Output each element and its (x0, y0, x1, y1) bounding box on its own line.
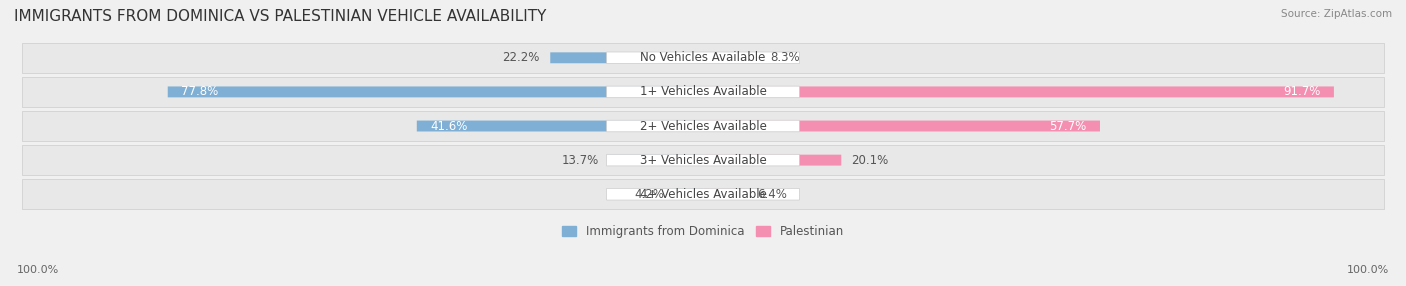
FancyBboxPatch shape (703, 189, 747, 200)
FancyBboxPatch shape (606, 86, 800, 98)
Text: 91.7%: 91.7% (1282, 86, 1320, 98)
FancyBboxPatch shape (606, 120, 800, 132)
Text: 41.6%: 41.6% (430, 120, 468, 132)
Bar (22, 77, 1384, 107)
Text: 13.7%: 13.7% (561, 154, 599, 167)
FancyBboxPatch shape (703, 121, 1099, 132)
Text: 100.0%: 100.0% (17, 265, 59, 275)
Text: 20.1%: 20.1% (852, 154, 889, 167)
Bar (22, 179, 1384, 209)
Text: Source: ZipAtlas.com: Source: ZipAtlas.com (1281, 9, 1392, 19)
Text: 6.4%: 6.4% (758, 188, 787, 201)
FancyBboxPatch shape (703, 86, 1334, 97)
Text: No Vehicles Available: No Vehicles Available (640, 51, 766, 64)
FancyBboxPatch shape (703, 52, 761, 63)
FancyBboxPatch shape (606, 154, 800, 166)
FancyBboxPatch shape (167, 86, 703, 97)
FancyBboxPatch shape (416, 121, 703, 132)
Text: 57.7%: 57.7% (1049, 120, 1087, 132)
Text: IMMIGRANTS FROM DOMINICA VS PALESTINIAN VEHICLE AVAILABILITY: IMMIGRANTS FROM DOMINICA VS PALESTINIAN … (14, 9, 547, 23)
FancyBboxPatch shape (606, 188, 800, 200)
FancyBboxPatch shape (703, 155, 841, 166)
Bar (22, 43, 1384, 73)
Bar (22, 111, 1384, 141)
Text: 4.2%: 4.2% (634, 188, 664, 201)
FancyBboxPatch shape (550, 52, 703, 63)
FancyBboxPatch shape (673, 189, 703, 200)
Text: 22.2%: 22.2% (502, 51, 540, 64)
FancyBboxPatch shape (609, 155, 703, 166)
Legend: Immigrants from Dominica, Palestinian: Immigrants from Dominica, Palestinian (557, 221, 849, 243)
Text: 8.3%: 8.3% (770, 51, 800, 64)
Text: 77.8%: 77.8% (181, 86, 219, 98)
Text: 100.0%: 100.0% (1347, 265, 1389, 275)
Bar (22, 145, 1384, 175)
Text: 3+ Vehicles Available: 3+ Vehicles Available (640, 154, 766, 167)
FancyBboxPatch shape (606, 52, 800, 63)
Text: 1+ Vehicles Available: 1+ Vehicles Available (640, 86, 766, 98)
Text: 4+ Vehicles Available: 4+ Vehicles Available (640, 188, 766, 201)
Text: 2+ Vehicles Available: 2+ Vehicles Available (640, 120, 766, 132)
